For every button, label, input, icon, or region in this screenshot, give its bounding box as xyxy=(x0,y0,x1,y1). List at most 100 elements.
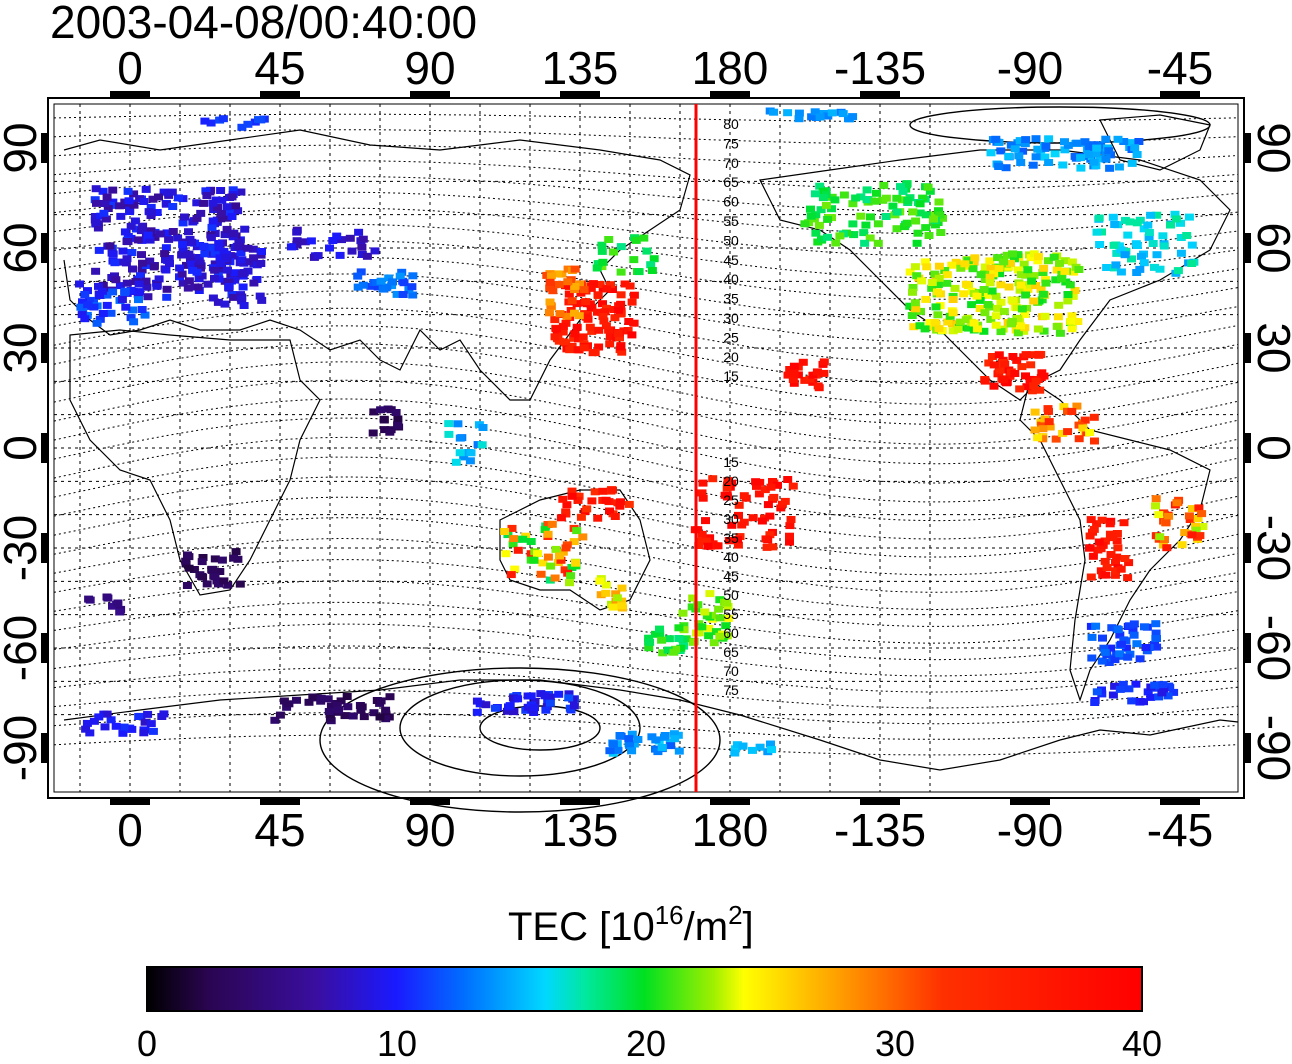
tec-cell xyxy=(597,241,607,249)
tec-cell xyxy=(227,213,237,220)
tec-cell xyxy=(81,725,91,733)
tec-cell xyxy=(859,229,869,237)
tec-cell xyxy=(129,201,139,209)
tec-cell xyxy=(556,514,566,522)
tec-cell xyxy=(572,323,582,331)
tec-cell xyxy=(1111,558,1120,566)
tec-cell xyxy=(199,199,209,207)
tec-cell xyxy=(592,308,602,316)
tec-cell xyxy=(976,271,986,279)
right-major-tick xyxy=(1244,433,1251,463)
tec-cell xyxy=(633,736,643,743)
tec-cell xyxy=(214,580,223,588)
tec-cell xyxy=(111,276,121,284)
tec-cell xyxy=(182,582,192,589)
tec-cell xyxy=(1124,685,1134,693)
tec-cell xyxy=(947,261,957,269)
tec-cell xyxy=(996,147,1006,155)
tec-cell xyxy=(1123,574,1133,582)
tec-cell xyxy=(83,301,93,309)
tec-cell xyxy=(785,522,795,530)
tec-cell xyxy=(536,570,546,578)
tec-cell xyxy=(994,351,1004,359)
tec-cell xyxy=(110,272,119,280)
tec-cell xyxy=(768,478,777,485)
tec-cell xyxy=(593,260,603,268)
tec-cell xyxy=(137,266,147,274)
tec-cell xyxy=(1043,405,1053,413)
tec-cell xyxy=(983,301,993,308)
tec-cell xyxy=(961,316,971,324)
tec-cell xyxy=(615,334,624,342)
tec-cell xyxy=(189,566,199,573)
tec-cell xyxy=(540,692,550,700)
tec-cell xyxy=(688,594,698,602)
tec-cell xyxy=(1016,281,1026,289)
tec-cell xyxy=(91,218,101,226)
tec-cell xyxy=(1092,520,1102,528)
contour-line xyxy=(53,361,1239,445)
tec-cell xyxy=(993,304,1003,312)
tec-cell xyxy=(972,292,982,300)
tec-cell xyxy=(849,231,859,239)
tec-cell xyxy=(1016,271,1026,279)
tec-cell xyxy=(137,251,146,259)
tec-cell xyxy=(999,307,1009,315)
tec-cell xyxy=(734,501,744,509)
tec-cell xyxy=(921,211,931,219)
tec-cell xyxy=(794,115,804,123)
tec-cell xyxy=(216,187,226,194)
tec-cell xyxy=(143,710,153,718)
tec-cell xyxy=(631,236,641,244)
tec-cell xyxy=(1057,275,1066,283)
tec-cell xyxy=(1110,682,1120,690)
tec-cell xyxy=(942,271,952,279)
tec-cell xyxy=(1085,429,1095,436)
tec-cell xyxy=(721,622,731,630)
tec-cell xyxy=(1102,564,1112,571)
tec-cell xyxy=(1023,266,1033,274)
contour-line xyxy=(53,113,1239,123)
tec-cell xyxy=(647,267,657,274)
tec-cell xyxy=(1198,523,1208,530)
tec-cell xyxy=(1101,135,1111,143)
top-lon-label: -45 xyxy=(1147,42,1213,94)
tec-cell xyxy=(1016,159,1026,166)
tec-cell xyxy=(1090,699,1100,706)
tec-cell xyxy=(558,495,568,503)
tec-cell xyxy=(737,521,747,529)
contour-label-north: 40 xyxy=(723,271,739,287)
tec-cell xyxy=(986,149,996,157)
tec-cell xyxy=(1180,529,1190,536)
tec-cell xyxy=(378,285,388,293)
tec-cell xyxy=(136,227,146,235)
tec-cell xyxy=(123,202,133,209)
tec-cell xyxy=(121,259,131,267)
tec-cell xyxy=(908,208,918,216)
tec-cell xyxy=(561,282,570,290)
tec-cell xyxy=(1144,229,1154,236)
tec-cell xyxy=(195,259,205,267)
tec-cell xyxy=(178,240,188,248)
tec-cell xyxy=(619,327,629,335)
tec-cell xyxy=(929,215,939,223)
tec-cell xyxy=(1127,159,1137,167)
tec-cell xyxy=(588,280,598,288)
tec-cell xyxy=(590,349,600,356)
tec-cell xyxy=(1125,218,1135,226)
tec-cell xyxy=(592,264,602,272)
coastline xyxy=(69,329,321,596)
tec-cell xyxy=(986,264,996,272)
tec-cell xyxy=(892,194,902,202)
tec-cell xyxy=(569,334,579,342)
tec-cell xyxy=(848,220,858,228)
tec-cell xyxy=(715,596,725,604)
tec-cell xyxy=(1078,424,1088,432)
tec-cell xyxy=(89,717,99,725)
tec-cell xyxy=(1034,351,1044,359)
tec-cell xyxy=(558,322,568,330)
tec-cell xyxy=(1073,318,1083,325)
tec-cell xyxy=(223,266,232,274)
tec-cell xyxy=(192,243,202,251)
tec-cell xyxy=(1143,688,1153,696)
